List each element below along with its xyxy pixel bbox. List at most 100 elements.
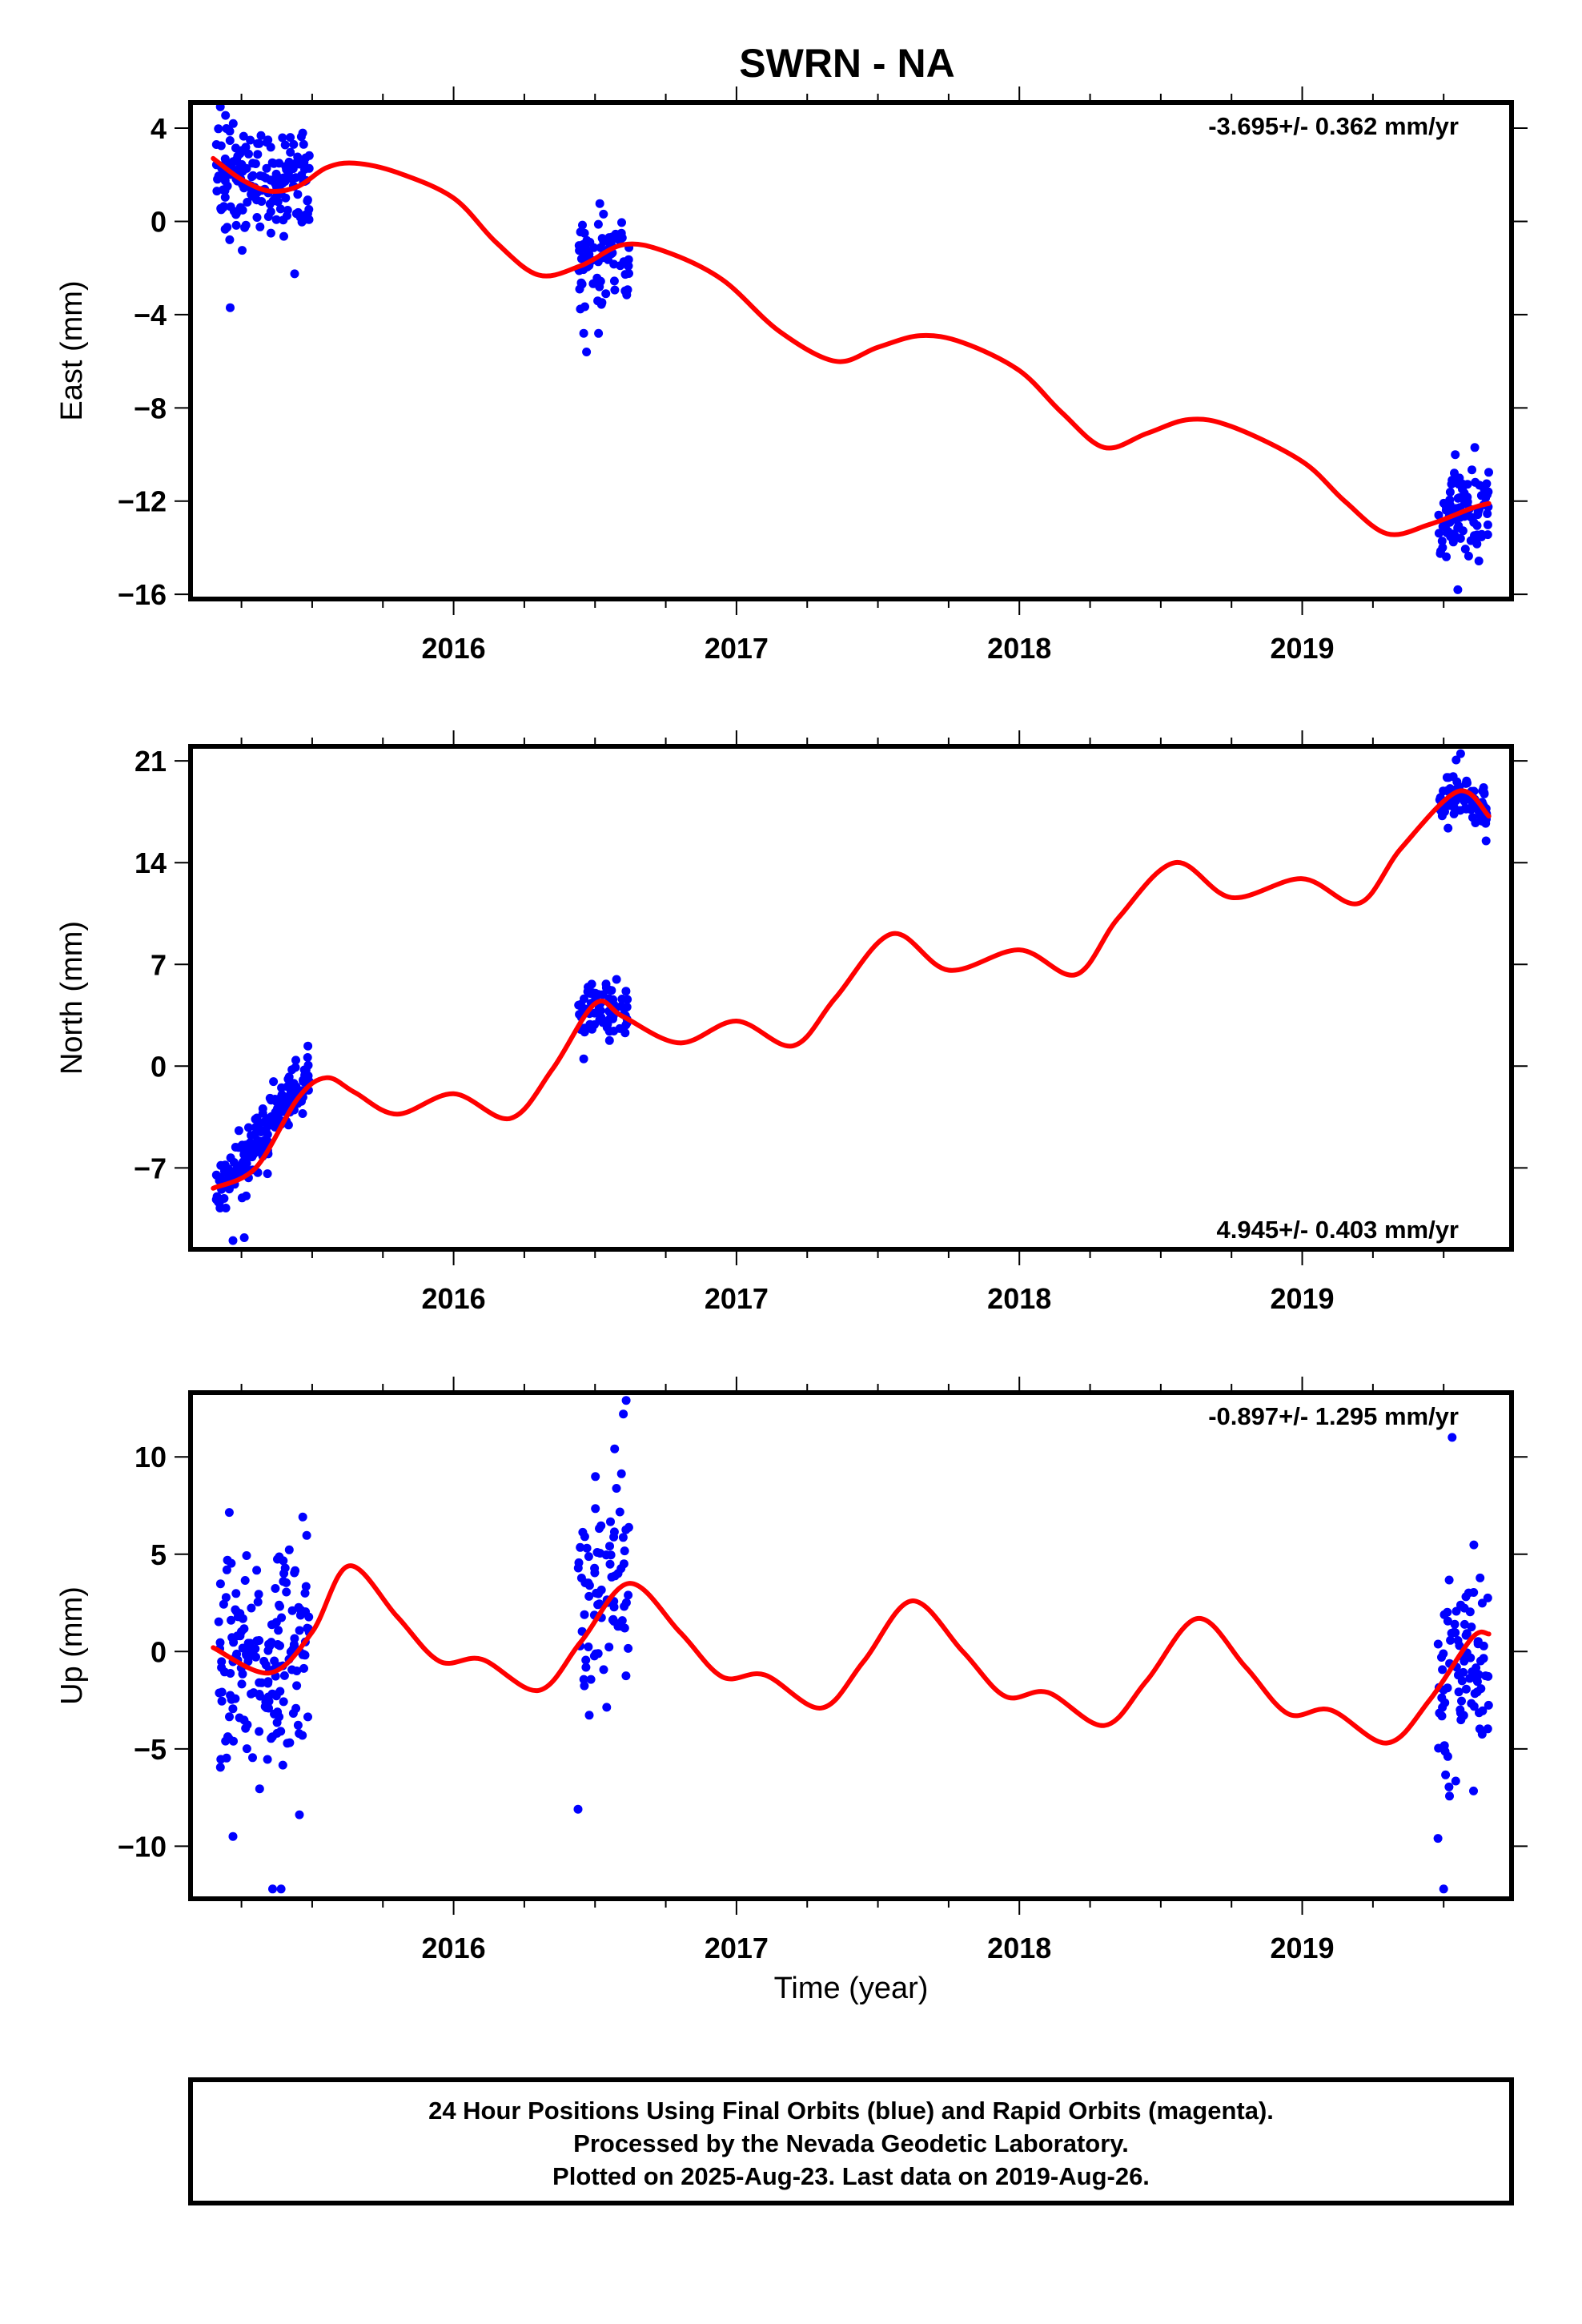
data-point [594,328,604,338]
data-point [292,1667,302,1675]
axis-ticks [175,730,1528,1265]
data-point [1445,1791,1454,1801]
data-point [298,128,307,138]
data-point [608,232,617,242]
data-point [1460,545,1470,554]
data-point [227,1615,236,1625]
data-point [1460,1619,1469,1629]
data-point [1457,1696,1466,1706]
data-point [1460,1656,1469,1666]
data-point [1455,473,1464,483]
data-point [587,979,596,989]
data-point [1476,1573,1485,1582]
data-point [1463,480,1472,489]
data-point [609,1602,619,1612]
data-point [295,1610,305,1620]
data-point [283,163,293,173]
x-tick-label: 2018 [987,1282,1051,1315]
data-point [608,1615,617,1625]
data-point [231,1694,240,1703]
data-point [304,205,314,214]
data-points [211,103,1493,594]
data-point [619,1559,628,1569]
data-point [286,147,295,157]
x-tick-label: 2018 [987,632,1051,665]
plot-frame [188,100,1514,601]
data-point [610,1444,620,1454]
data-point [1456,749,1465,758]
data-point [612,1484,621,1493]
panel-up: 2016 2017 2018 2019 10 5 0 −5 −10 Up (mm) Time (ye… [55,1377,1528,2005]
data-point [1443,823,1453,833]
data-point [1470,1689,1480,1699]
data-point [597,234,607,243]
y-tick-label: −10 [118,1830,167,1863]
data-point [282,1587,291,1597]
panels: 2016 2017 2018 2019 4 0 −4 −8 −12 −16 East (mm) -3.… [55,86,1528,2005]
data-point [586,1675,596,1684]
data-point [221,111,231,120]
data-point [1484,1700,1493,1710]
data-point [596,243,605,252]
footer-line-3: Plotted on 2025-Aug-23. Last data on 201… [552,2162,1150,2190]
data-point [220,154,230,163]
data-point [1476,1656,1485,1666]
data-point [624,255,633,264]
data-point [247,190,256,199]
data-point [215,1763,225,1772]
y-tick-label: 7 [151,948,167,981]
data-point [1451,450,1460,460]
data-point [222,1565,231,1574]
data-point [253,1597,263,1606]
data-point [241,1723,251,1733]
data-point [287,1606,297,1615]
data-point [1452,755,1461,765]
data-point [263,135,273,145]
data-point [256,1128,266,1136]
data-point [620,270,630,279]
data-point [271,1691,281,1701]
data-point [242,1744,251,1754]
data-point [1439,1610,1449,1619]
data-point [1443,1683,1452,1693]
data-point [242,1191,251,1200]
data-point [1481,818,1491,828]
data-point [582,1543,592,1553]
data-point [591,1472,600,1482]
data-point [601,289,611,299]
data-point [621,1671,631,1681]
data-point [576,227,585,237]
data-point [286,133,295,143]
data-point [582,348,592,356]
data-point [1483,1724,1492,1734]
y-tick-label: 10 [135,1441,167,1474]
data-point [1441,1770,1451,1779]
data-point [285,1738,295,1747]
data-point [279,1556,288,1566]
data-point [1468,465,1476,475]
data-point [213,175,223,184]
data-point [581,1663,591,1672]
data-point [255,1136,263,1146]
data-point [304,151,314,160]
data-point [1473,1637,1483,1647]
data-point [576,254,586,263]
data-point [239,131,248,141]
data-point [1451,1776,1460,1786]
data-point [1469,1786,1478,1795]
data-point [225,136,235,145]
data-point [273,197,283,207]
data-point [1445,488,1455,497]
data-point [606,1517,615,1526]
data-point [624,261,633,271]
data-point [299,139,308,149]
data-point [573,1804,583,1814]
data-point [1438,1665,1447,1675]
data-point [1439,1649,1448,1659]
data-point [596,1521,606,1530]
data-point [604,1642,614,1652]
y-tick-label: −5 [134,1733,167,1766]
data-point [1468,813,1477,822]
data-point [279,1697,288,1707]
data-point [238,246,247,255]
